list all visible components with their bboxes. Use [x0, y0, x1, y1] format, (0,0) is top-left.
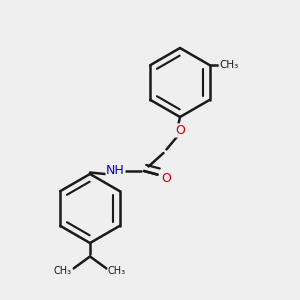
- Text: CH₃: CH₃: [54, 266, 72, 277]
- Text: NH: NH: [106, 164, 125, 178]
- Text: CH₃: CH₃: [108, 266, 126, 277]
- Text: O: O: [175, 124, 185, 137]
- Text: O: O: [161, 172, 171, 185]
- Text: CH₃: CH₃: [219, 60, 238, 70]
